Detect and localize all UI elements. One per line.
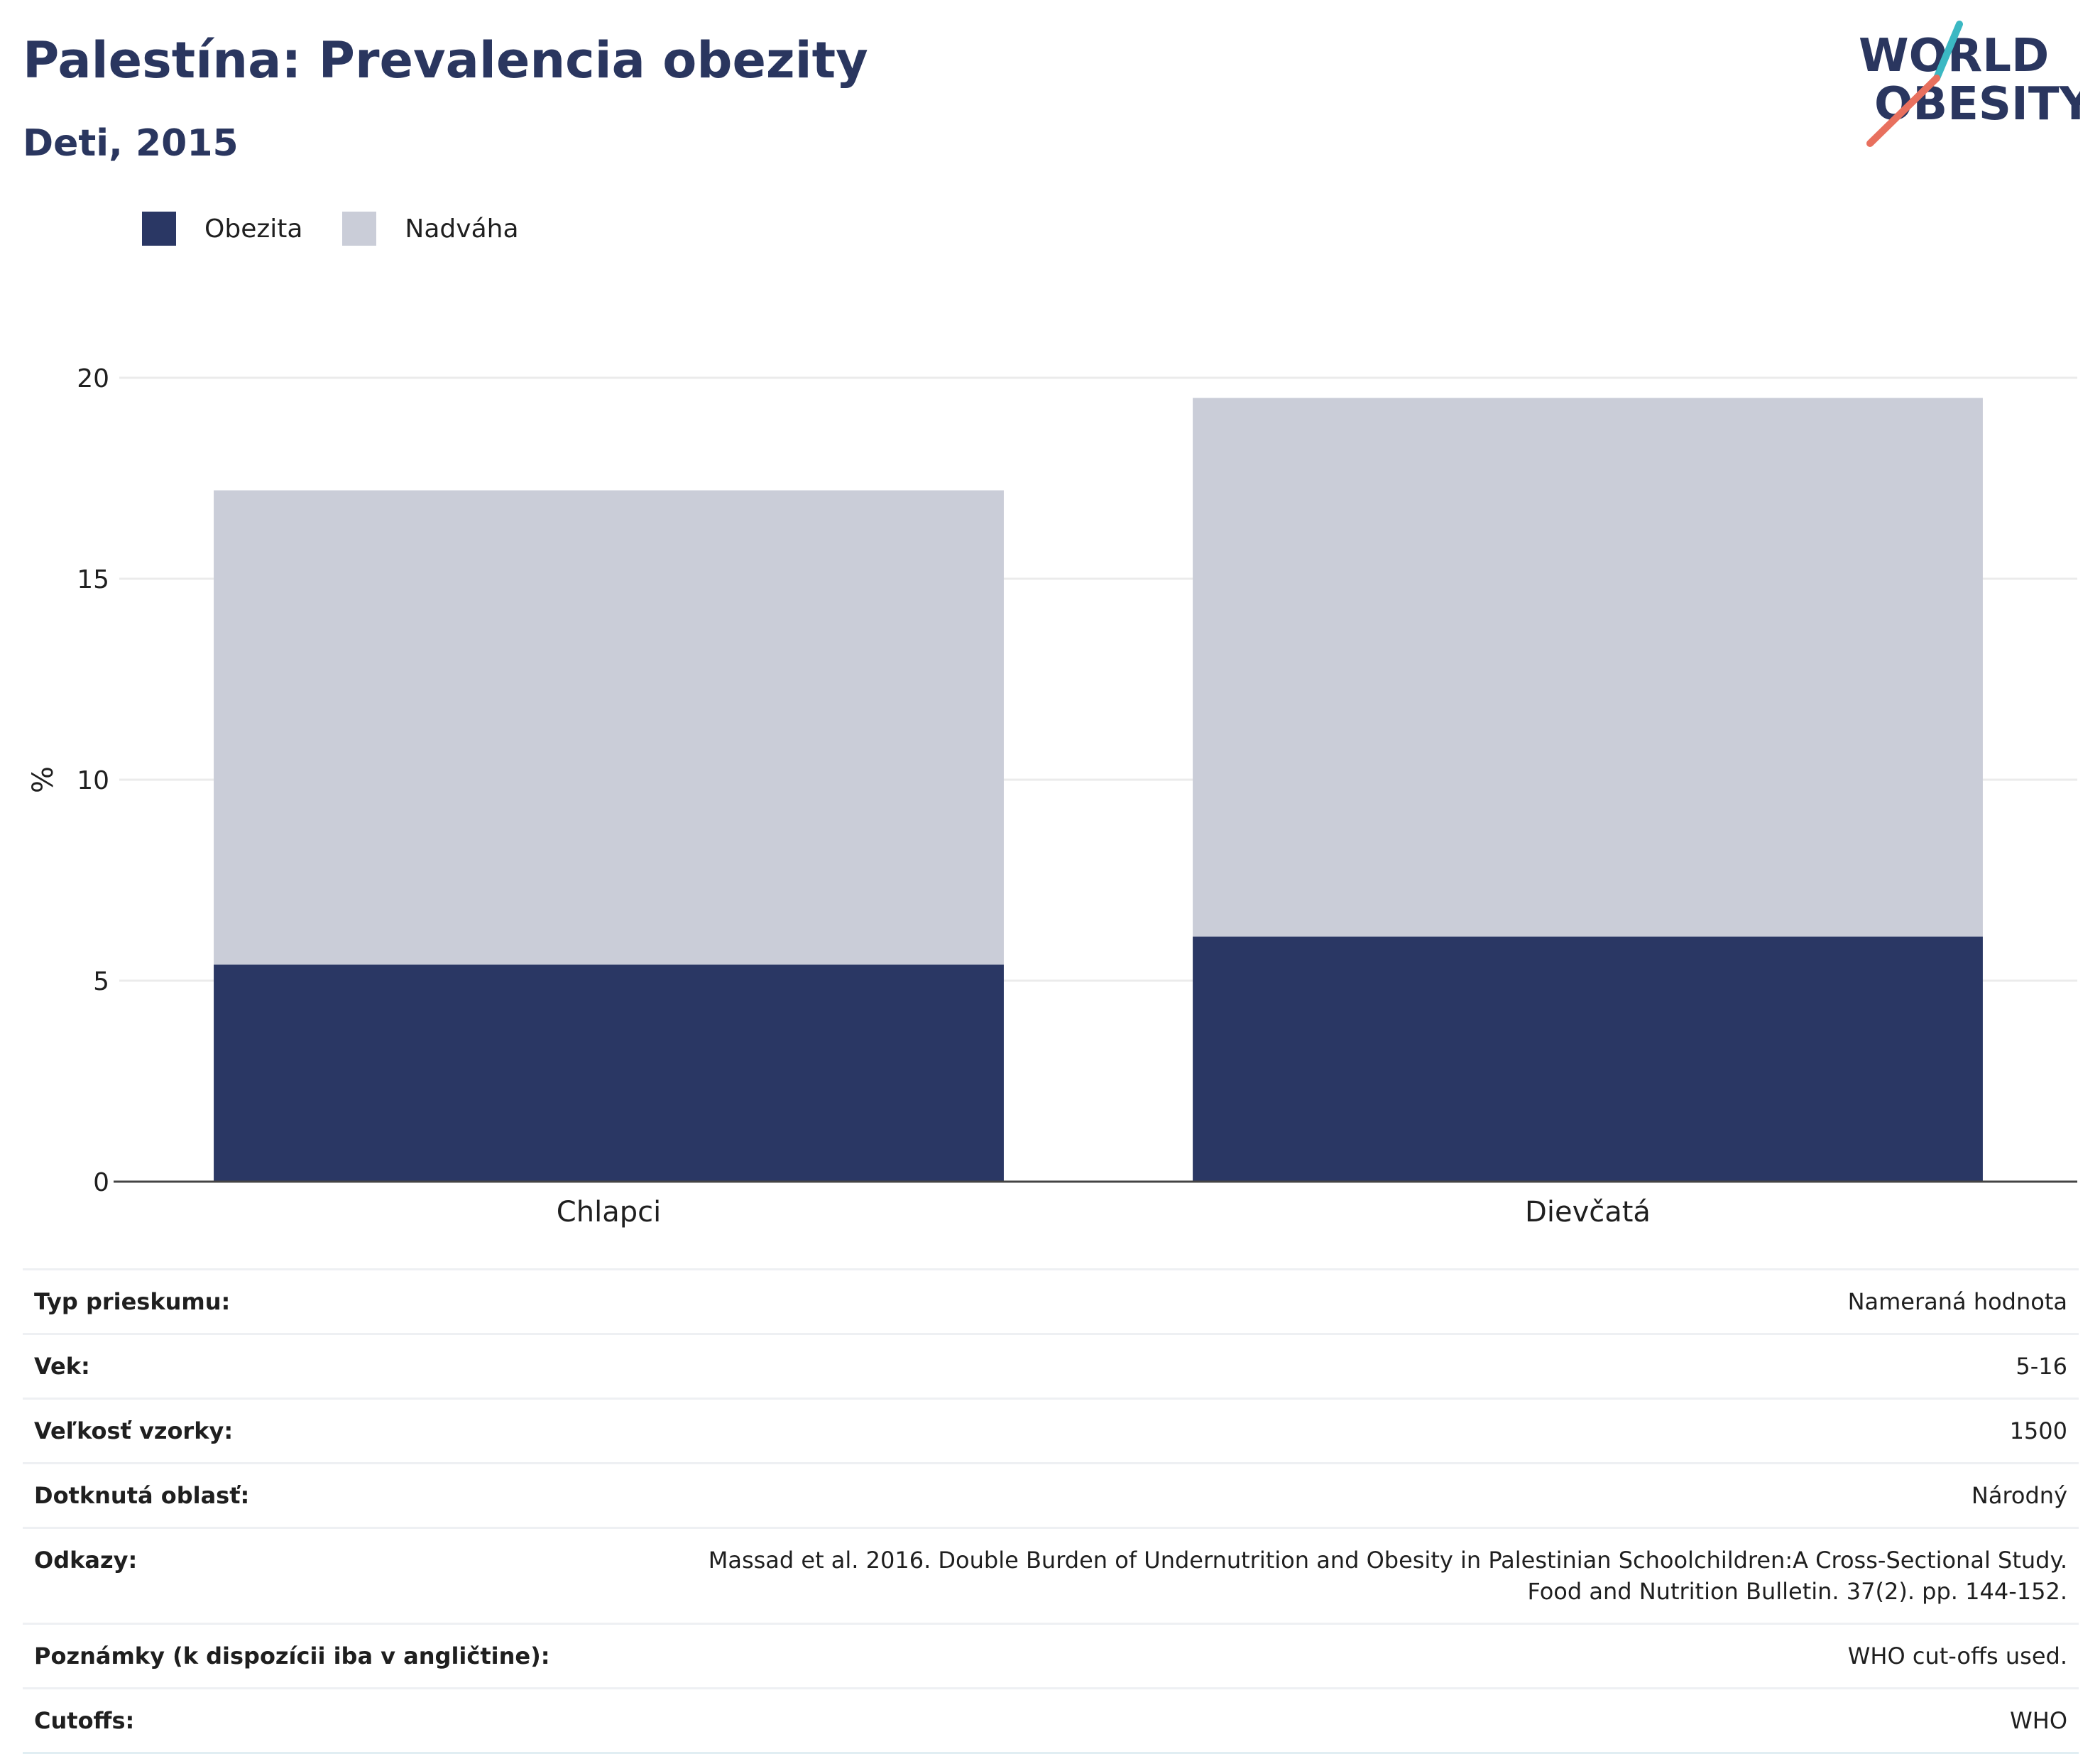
legend-label-obesity: Obezita bbox=[204, 214, 303, 244]
info-row: Typ prieskumu: Nameraná hodnota bbox=[23, 1268, 2079, 1334]
logo-slash-top bbox=[1933, 21, 1963, 82]
x-tick-label: Dievčatá bbox=[1525, 1196, 1651, 1229]
info-row: Vek: 5-16 bbox=[23, 1333, 2079, 1399]
info-value: WHO bbox=[684, 1687, 2079, 1754]
logo-slash-bottom bbox=[1866, 75, 1940, 147]
legend-swatch-overweight bbox=[342, 212, 377, 246]
info-label: Cutoffs: bbox=[23, 1687, 684, 1754]
info-row: Veľkosť vzorky: 1500 bbox=[23, 1398, 2079, 1464]
legend-label-overweight: Nadváha bbox=[405, 214, 519, 244]
info-value: 1500 bbox=[684, 1398, 2079, 1464]
info-value: Massad et al. 2016. Double Burden of Und… bbox=[684, 1527, 2079, 1624]
info-label: Odkazy: bbox=[23, 1527, 684, 1624]
info-label: Poznámky (k dispozícii iba v angličtine)… bbox=[23, 1623, 684, 1689]
info-row: Poznámky (k dispozícii iba v angličtine)… bbox=[23, 1623, 2079, 1689]
y-tick-label: 5 bbox=[93, 967, 109, 996]
info-row: Dotknutá oblasť: Národný bbox=[23, 1462, 2079, 1528]
info-label: Veľkosť vzorky: bbox=[23, 1398, 684, 1464]
page-subtitle: Deti, 2015 bbox=[23, 122, 239, 165]
info-label: Typ prieskumu: bbox=[23, 1268, 684, 1334]
y-tick-label: 20 bbox=[77, 364, 109, 393]
info-label: Vek: bbox=[23, 1333, 684, 1399]
bar-overweight-0 bbox=[214, 490, 1004, 965]
y-tick-label: 10 bbox=[77, 766, 109, 795]
bar-overweight-1 bbox=[1193, 398, 1983, 937]
info-row: Cutoffs: WHO bbox=[23, 1687, 2079, 1754]
stacked-bar-chart: 0 5 10 15 20% Chlapci Dievčatá bbox=[27, 364, 2077, 1229]
bar-obesity-1 bbox=[1193, 936, 1983, 1182]
legend-item-obesity[interactable]: Obezita bbox=[142, 212, 302, 246]
y-tick-label: 15 bbox=[77, 565, 109, 594]
bar-obesity-0 bbox=[214, 964, 1004, 1182]
info-value: 5-16 bbox=[684, 1333, 2079, 1399]
x-tick-label: Chlapci bbox=[557, 1196, 661, 1229]
legend-item-overweight[interactable]: Nadváha bbox=[342, 212, 519, 246]
info-value: Nameraná hodnota bbox=[684, 1268, 2079, 1334]
info-row: Odkazy: Massad et al. 2016. Double Burden… bbox=[23, 1527, 2079, 1624]
y-axis-title: % bbox=[27, 766, 60, 793]
chart-legend: Obezita Nadváha bbox=[142, 212, 559, 246]
legend-swatch-obesity bbox=[142, 212, 176, 246]
info-value: Národný bbox=[684, 1462, 2079, 1528]
y-tick-label: 0 bbox=[93, 1168, 109, 1197]
world-obesity-logo: WORLD OBESITY bbox=[1859, 21, 2080, 147]
survey-info-table: Typ prieskumu: Nameraná hodnota Vek: 5-16 Ve… bbox=[23, 1268, 2079, 1754]
page-title: Palestína: Prevalencia obezity bbox=[23, 31, 868, 89]
info-label: Dotknutá oblasť: bbox=[23, 1462, 684, 1528]
info-value: WHO cut-offs used. bbox=[684, 1623, 2079, 1689]
